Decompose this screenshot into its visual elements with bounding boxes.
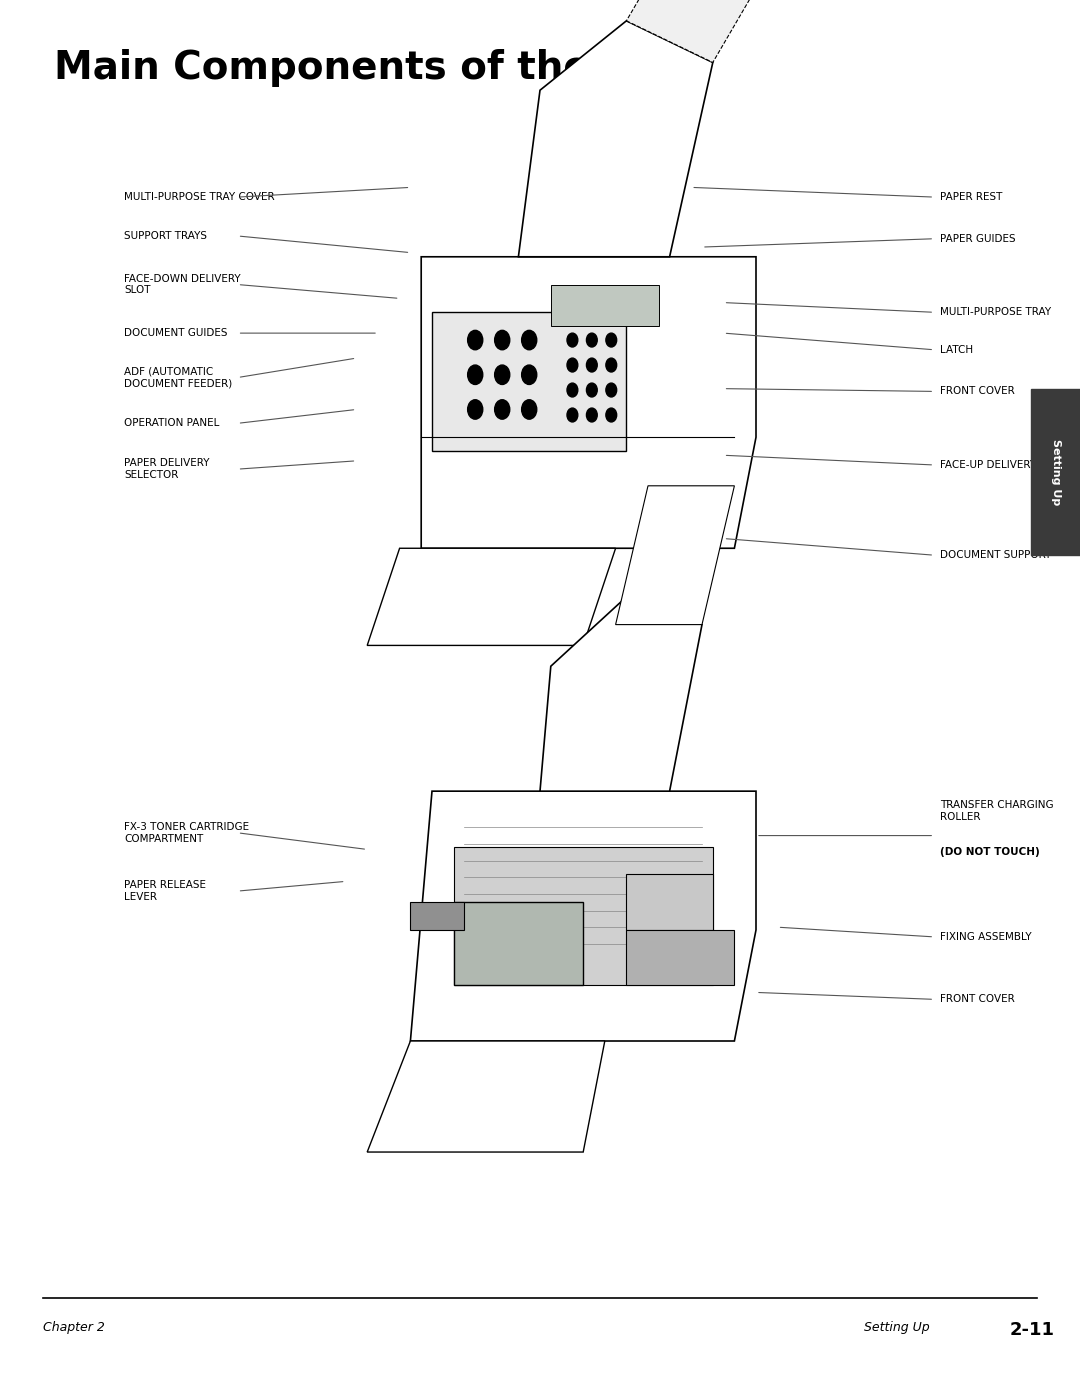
Circle shape xyxy=(586,408,597,422)
Bar xyxy=(432,312,626,451)
Text: FRONT COVER: FRONT COVER xyxy=(940,386,1014,397)
Circle shape xyxy=(606,358,617,372)
Text: FRONT COVER: FRONT COVER xyxy=(940,994,1014,1005)
Circle shape xyxy=(586,383,597,397)
Text: PAPER GUIDES: PAPER GUIDES xyxy=(940,233,1015,244)
Text: MULTI-PURPOSE TRAY COVER: MULTI-PURPOSE TRAY COVER xyxy=(124,192,274,203)
Circle shape xyxy=(522,365,537,384)
Bar xyxy=(1031,389,1080,555)
Text: Setting Up: Setting Up xyxy=(1051,439,1061,505)
Text: FACE-UP DELIVERY SLOT: FACE-UP DELIVERY SLOT xyxy=(940,459,1066,471)
Polygon shape xyxy=(518,21,713,257)
Polygon shape xyxy=(410,791,756,1041)
Bar xyxy=(551,285,659,326)
Polygon shape xyxy=(367,1041,605,1152)
Polygon shape xyxy=(421,257,756,548)
Text: DOCUMENT SUPPORT: DOCUMENT SUPPORT xyxy=(940,550,1051,561)
Text: PAPER REST: PAPER REST xyxy=(940,192,1002,203)
Circle shape xyxy=(522,400,537,419)
Circle shape xyxy=(468,400,483,419)
Circle shape xyxy=(586,358,597,372)
Circle shape xyxy=(468,330,483,350)
Text: FIXING ASSEMBLY: FIXING ASSEMBLY xyxy=(940,931,1031,942)
Circle shape xyxy=(567,358,578,372)
Text: Setting Up: Setting Up xyxy=(864,1321,930,1334)
Circle shape xyxy=(522,330,537,350)
Circle shape xyxy=(606,333,617,347)
Text: SUPPORT TRAYS: SUPPORT TRAYS xyxy=(124,230,207,242)
Circle shape xyxy=(495,400,510,419)
Circle shape xyxy=(567,408,578,422)
Text: (DO NOT TOUCH): (DO NOT TOUCH) xyxy=(940,847,1039,856)
Text: ADF (AUTOMATIC
DOCUMENT FEEDER): ADF (AUTOMATIC DOCUMENT FEEDER) xyxy=(124,366,232,389)
Text: PAPER DELIVERY
SELECTOR: PAPER DELIVERY SELECTOR xyxy=(124,458,210,480)
Polygon shape xyxy=(626,0,778,62)
Circle shape xyxy=(606,408,617,422)
Text: OPERATION PANEL: OPERATION PANEL xyxy=(124,418,219,429)
Bar xyxy=(454,902,583,985)
Circle shape xyxy=(586,333,597,347)
Text: FX-3 TONER CARTRIDGE
COMPARTMENT: FX-3 TONER CARTRIDGE COMPARTMENT xyxy=(124,822,249,844)
Bar xyxy=(626,930,734,985)
Bar xyxy=(454,847,713,985)
Text: Main Components of the FAX: Main Components of the FAX xyxy=(54,49,686,86)
Text: TRANSFER CHARGING
ROLLER: TRANSFER CHARGING ROLLER xyxy=(940,799,1053,822)
Text: PAPER RELEASE
LEVER: PAPER RELEASE LEVER xyxy=(124,880,206,902)
Polygon shape xyxy=(616,486,734,625)
Text: DOCUMENT GUIDES: DOCUMENT GUIDES xyxy=(124,328,228,339)
Circle shape xyxy=(495,330,510,350)
Polygon shape xyxy=(540,597,702,791)
Text: Chapter 2: Chapter 2 xyxy=(43,1321,105,1334)
Circle shape xyxy=(468,365,483,384)
Circle shape xyxy=(567,333,578,347)
Text: MULTI-PURPOSE TRAY: MULTI-PURPOSE TRAY xyxy=(940,307,1051,318)
Circle shape xyxy=(567,383,578,397)
Circle shape xyxy=(495,365,510,384)
Text: FACE-DOWN DELIVERY
SLOT: FACE-DOWN DELIVERY SLOT xyxy=(124,273,241,296)
Circle shape xyxy=(606,383,617,397)
Polygon shape xyxy=(367,548,616,645)
Bar xyxy=(626,874,713,930)
Text: 2-11: 2-11 xyxy=(1010,1321,1055,1339)
Text: LATCH: LATCH xyxy=(940,344,973,355)
Bar xyxy=(410,902,464,930)
